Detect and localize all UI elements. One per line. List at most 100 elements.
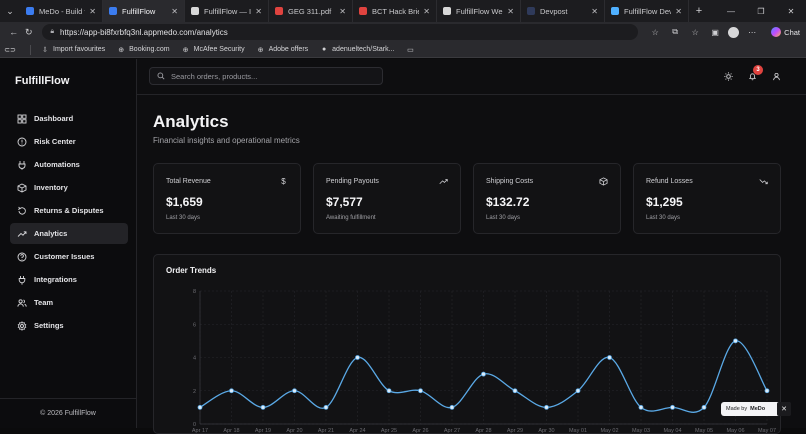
page-title: Analytics bbox=[153, 112, 229, 131]
x-tick-label: May 04 bbox=[663, 428, 681, 434]
sidebar-item-team[interactable]: Team bbox=[10, 292, 128, 313]
user-account-icon[interactable] bbox=[770, 70, 782, 82]
tab-favicon-icon bbox=[359, 7, 367, 15]
close-window-icon[interactable]: ✕ bbox=[787, 6, 795, 16]
tab-close-icon[interactable]: ✕ bbox=[507, 6, 514, 16]
sidebar-item-inventory[interactable]: Inventory bbox=[10, 177, 128, 198]
more-menu-icon[interactable]: ⋯ bbox=[748, 27, 757, 37]
y-tick-label: 0 bbox=[193, 422, 196, 428]
brand-logo[interactable]: FulfillFlow bbox=[15, 75, 70, 87]
bookmark-item[interactable]: ⊕ Booking.com bbox=[117, 46, 169, 54]
tab-favicon-icon bbox=[109, 7, 117, 15]
bookmark-label: Import favourites bbox=[53, 46, 106, 53]
metric-note: Last 30 days bbox=[166, 215, 201, 221]
copilot-icon bbox=[771, 27, 782, 37]
tab-close-icon[interactable]: ✕ bbox=[423, 6, 430, 16]
data-point bbox=[607, 355, 612, 360]
topbar: 3 bbox=[137, 59, 806, 95]
minimize-icon[interactable]: — bbox=[727, 6, 735, 16]
tab-close-icon[interactable]: ✕ bbox=[675, 6, 682, 16]
bookmark-item[interactable]: ⊕ McAfee Security bbox=[182, 46, 245, 54]
tab-title: FulfillFlow Web Ap bbox=[456, 6, 503, 16]
bookmark-item[interactable]: ⊕ Adobe offers bbox=[257, 46, 309, 54]
gear-icon bbox=[17, 320, 27, 331]
sidebar-nav: Dashboard Risk Center Automations Invent… bbox=[10, 108, 128, 338]
notifications-bell-icon[interactable]: 3 bbox=[746, 65, 763, 82]
line-chart: 0 2 4 6 8 Apr 17 Apr 18 Apr 19 Apr 20 Apr 21 Apr 2… bbox=[192, 289, 776, 434]
profile-avatar[interactable] bbox=[728, 26, 740, 38]
search-box[interactable] bbox=[149, 67, 383, 85]
sidebar-item-integrations[interactable]: Integrations bbox=[10, 269, 128, 290]
tab-close-icon[interactable]: ✕ bbox=[339, 6, 346, 16]
zap-icon bbox=[17, 160, 27, 170]
tab-actions-chevron-icon[interactable]: ⌄ bbox=[6, 5, 14, 16]
data-point bbox=[481, 371, 486, 377]
browser-tab[interactable]: Devpost ✕ bbox=[521, 0, 605, 22]
metric-card: Shipping Costs $132.72 Last 30 days bbox=[473, 163, 621, 234]
tab-favicon-icon bbox=[191, 7, 199, 15]
split-screen-icon[interactable]: ▣ bbox=[711, 27, 719, 37]
browser-tab[interactable]: FulfillFlow Web Ap ✕ bbox=[437, 0, 521, 22]
copilot-chat-button[interactable]: Chat bbox=[771, 27, 800, 37]
sidebar-item-risk-center[interactable]: Risk Center bbox=[10, 131, 128, 152]
search-icon bbox=[157, 72, 165, 80]
browser-tab[interactable]: BCT Hack Brief.pdf ✕ bbox=[353, 0, 437, 22]
globe-icon: ⊕ bbox=[182, 46, 189, 54]
favorite-star-icon[interactable]: ☆ bbox=[651, 27, 659, 37]
refresh-icon[interactable]: ↻ bbox=[24, 26, 33, 37]
search-input[interactable] bbox=[171, 71, 371, 81]
sidebar-item-settings[interactable]: Settings bbox=[10, 315, 128, 336]
data-point bbox=[229, 388, 234, 394]
bookmark-label: Booking.com bbox=[129, 46, 170, 53]
sidebar: FulfillFlow Dashboard Risk Center Automa… bbox=[0, 59, 137, 428]
bookmark-item[interactable]: ● adenueltech/Stark... bbox=[320, 46, 394, 54]
trend-down-icon bbox=[759, 177, 768, 188]
github-icon: ● bbox=[322, 46, 327, 53]
browser-tab[interactable]: MeDo - Build full-s ✕ bbox=[20, 0, 103, 22]
data-point bbox=[544, 404, 549, 410]
collections-icon[interactable]: ☆ bbox=[691, 27, 699, 37]
url-field[interactable]: 🔒︎ https://app-bi8fxrbfq3nl.appmedo.com/… bbox=[42, 24, 639, 40]
maximize-icon[interactable]: ❐ bbox=[757, 6, 765, 16]
sidebar-item-customer-issues[interactable]: Customer Issues bbox=[10, 246, 128, 267]
tab-close-icon[interactable]: ✕ bbox=[591, 6, 598, 16]
tab-title: FulfillFlow Develop bbox=[624, 6, 671, 16]
bookmarks-toggle-icon[interactable]: ⊂⊃ bbox=[4, 46, 16, 54]
bookmark-label: adenueltech/Stark... bbox=[332, 46, 395, 53]
close-badge-icon[interactable]: ✕ bbox=[777, 402, 791, 416]
made-by-badge[interactable]: Made by MeDo ✕ bbox=[721, 402, 791, 416]
theme-toggle-sun-icon[interactable] bbox=[722, 70, 734, 82]
bookmark-label: McAfee Security bbox=[193, 46, 245, 53]
sidebar-item-label: Automations bbox=[34, 160, 80, 169]
browser-tab[interactable]: FulfillFlow Develop ✕ bbox=[605, 0, 689, 22]
metric-label: Pending Payouts bbox=[326, 178, 379, 185]
plug-icon bbox=[17, 275, 27, 285]
browser-tab[interactable]: FulfillFlow ✕ bbox=[103, 0, 185, 22]
data-point bbox=[512, 388, 518, 394]
sidebar-item-label: Customer Issues bbox=[34, 252, 95, 261]
back-arrow-icon[interactable]: ← bbox=[9, 27, 19, 37]
data-point bbox=[701, 404, 707, 410]
tab-close-icon[interactable]: ✕ bbox=[89, 6, 96, 16]
made-by-prefix: Made by bbox=[726, 406, 748, 412]
tab-favicon-icon bbox=[275, 7, 283, 15]
metric-value: $1,295 bbox=[646, 195, 683, 209]
tab-close-icon[interactable]: ✕ bbox=[255, 6, 262, 16]
bookmark-item[interactable]: ⇩ Import favourites bbox=[41, 46, 105, 54]
data-point bbox=[449, 404, 455, 410]
sidebar-item-returns-disputes[interactable]: Returns & Disputes bbox=[10, 200, 128, 221]
dollar-icon: $ bbox=[279, 177, 288, 188]
tab-title: FulfillFlow bbox=[122, 6, 156, 16]
sidebar-item-dashboard[interactable]: Dashboard bbox=[10, 108, 128, 129]
tab-title: BCT Hack Brief.pdf bbox=[372, 6, 419, 16]
sidebar-item-label: Inventory bbox=[34, 183, 68, 192]
folder-icon[interactable]: ▭ bbox=[407, 46, 414, 54]
sidebar-item-analytics[interactable]: Analytics bbox=[10, 223, 128, 244]
metric-note: Awaiting fulfillment bbox=[326, 215, 376, 221]
sidebar-item-automations[interactable]: Automations bbox=[10, 154, 128, 175]
browser-tab[interactable]: GEG 311.pdf ✕ bbox=[269, 0, 353, 22]
extensions-icon[interactable]: ⧉ bbox=[672, 27, 679, 36]
tab-close-icon[interactable]: ✕ bbox=[171, 6, 178, 16]
new-tab-plus-icon[interactable]: + bbox=[695, 5, 703, 17]
browser-tab[interactable]: FulfillFlow — Inves ✕ bbox=[185, 0, 269, 22]
